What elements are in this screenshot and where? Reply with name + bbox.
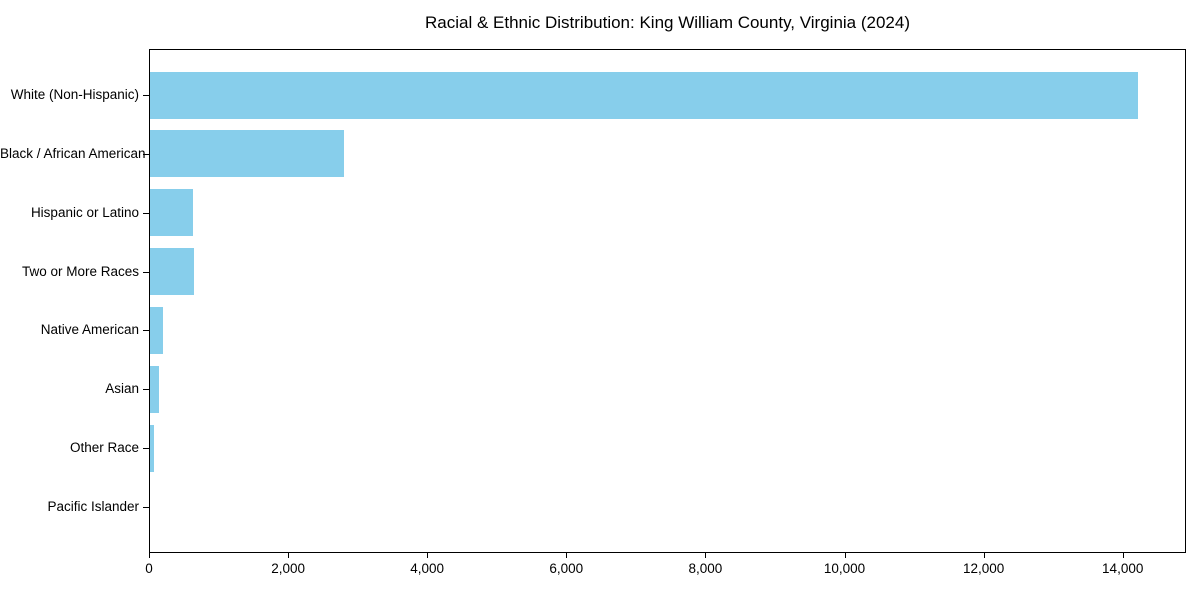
y-label-asian: Asian bbox=[105, 381, 139, 397]
x-tick-label-12000: 12,000 bbox=[962, 561, 1005, 576]
y-tick-asian bbox=[143, 389, 149, 391]
y-label-black-african-american: Black / African American bbox=[0, 145, 146, 161]
bar-other-race bbox=[150, 424, 154, 472]
bar-native-american bbox=[150, 306, 164, 354]
x-tick-label-14000: 14,000 bbox=[1102, 561, 1144, 576]
x-tick-10000 bbox=[844, 553, 846, 558]
y-tick-native-american bbox=[143, 330, 149, 332]
y-tick-two-or-more-races bbox=[143, 271, 149, 273]
x-tick-8000 bbox=[705, 553, 707, 558]
x-tick-label-4000: 4,000 bbox=[410, 561, 445, 576]
plot-area bbox=[149, 49, 1186, 553]
bar-black-african-american bbox=[150, 130, 345, 178]
x-tick-label-8000: 8,000 bbox=[688, 561, 723, 576]
y-tick-hispanic-or-latino bbox=[143, 212, 149, 214]
x-tick-6000 bbox=[566, 553, 568, 558]
y-tick-black-african-american bbox=[143, 153, 149, 155]
y-tick-white-non-hispanic bbox=[143, 95, 149, 96]
bar-asian bbox=[150, 365, 160, 413]
y-tick-other-race bbox=[143, 448, 149, 450]
y-label-white-non-hispanic: White (Non-Hispanic) bbox=[10, 87, 139, 102]
y-label-pacific-islander: Pacific Islander bbox=[47, 499, 139, 514]
y-label-other-race: Other Race bbox=[69, 440, 139, 456]
x-tick-14000 bbox=[1122, 553, 1124, 558]
x-tick-12000 bbox=[983, 553, 985, 558]
y-label-two-or-more-races: Two or More Races bbox=[21, 263, 139, 279]
bar-hispanic-or-latino bbox=[150, 189, 194, 237]
bar-two-or-more-races bbox=[150, 248, 194, 296]
y-label-native-american: Native American bbox=[40, 322, 139, 338]
x-tick-label-2000: 2,000 bbox=[271, 561, 305, 576]
x-tick-4000 bbox=[427, 553, 429, 558]
x-tick-label-6000: 6,000 bbox=[549, 561, 584, 576]
x-tick-0 bbox=[149, 553, 150, 558]
chart-title: Racial & Ethnic Distribution: King Willi… bbox=[424, 13, 910, 32]
x-tick-label-10000: 10,000 bbox=[823, 561, 866, 576]
x-tick-2000 bbox=[288, 553, 290, 558]
bar-white-non-hispanic bbox=[150, 71, 1138, 119]
x-tick-label-0: 0 bbox=[145, 561, 153, 576]
y-label-hispanic-or-latino: Hispanic or Latino bbox=[30, 204, 139, 220]
y-tick-pacific-islander bbox=[143, 507, 149, 508]
